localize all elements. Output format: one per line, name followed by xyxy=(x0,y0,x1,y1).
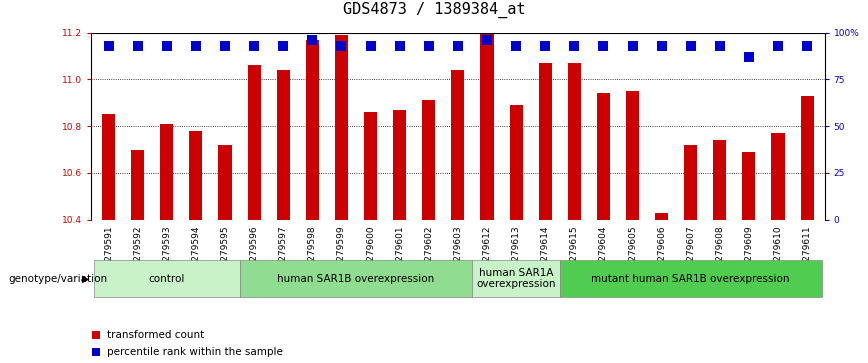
Bar xyxy=(480,33,494,220)
Text: mutant human SAR1B overexpression: mutant human SAR1B overexpression xyxy=(591,274,790,284)
Bar xyxy=(335,35,348,220)
Bar xyxy=(393,110,406,220)
Point xyxy=(771,43,785,49)
Point xyxy=(480,37,494,43)
Point xyxy=(306,37,319,43)
Text: genotype/variation: genotype/variation xyxy=(9,274,108,284)
Point xyxy=(89,332,103,338)
Bar xyxy=(240,260,472,297)
Bar xyxy=(131,150,144,220)
Text: ▶: ▶ xyxy=(82,274,89,284)
Point xyxy=(392,43,406,49)
Bar xyxy=(742,152,755,220)
Bar xyxy=(655,213,668,220)
Bar xyxy=(560,260,822,297)
Bar xyxy=(568,63,581,220)
Bar xyxy=(772,133,785,220)
Bar xyxy=(277,70,290,220)
Point xyxy=(247,43,261,49)
Bar xyxy=(364,112,377,220)
Point xyxy=(160,43,174,49)
Point xyxy=(713,43,727,49)
Bar xyxy=(94,260,240,297)
Point xyxy=(800,43,814,49)
Text: human SAR1A
overexpression: human SAR1A overexpression xyxy=(477,268,556,289)
Point xyxy=(131,43,145,49)
Point xyxy=(89,349,103,355)
Point xyxy=(654,43,668,49)
Bar xyxy=(713,140,727,220)
Text: control: control xyxy=(148,274,185,284)
Point xyxy=(276,43,290,49)
Point xyxy=(422,43,436,49)
Point xyxy=(538,43,552,49)
Text: GDS4873 / 1389384_at: GDS4873 / 1389384_at xyxy=(343,2,525,18)
Point xyxy=(189,43,203,49)
Bar xyxy=(510,105,523,220)
Bar xyxy=(451,70,464,220)
Point xyxy=(626,43,640,49)
Bar xyxy=(626,91,639,220)
Bar xyxy=(684,145,697,220)
Point xyxy=(218,43,232,49)
Point xyxy=(568,43,582,49)
Point xyxy=(596,43,610,49)
Bar xyxy=(472,260,560,297)
Bar xyxy=(597,93,610,220)
Bar xyxy=(247,65,260,220)
Bar xyxy=(539,63,552,220)
Point xyxy=(742,54,756,60)
Point xyxy=(450,43,464,49)
Point xyxy=(102,43,115,49)
Bar xyxy=(219,145,232,220)
Point xyxy=(334,43,348,49)
Text: transformed count: transformed count xyxy=(107,330,204,339)
Bar xyxy=(422,101,436,220)
Bar xyxy=(800,96,813,220)
Bar xyxy=(189,131,202,220)
Point xyxy=(684,43,698,49)
Point xyxy=(364,43,378,49)
Bar xyxy=(306,40,319,220)
Text: percentile rank within the sample: percentile rank within the sample xyxy=(107,347,283,357)
Text: human SAR1B overexpression: human SAR1B overexpression xyxy=(278,274,435,284)
Bar xyxy=(102,114,115,220)
Bar xyxy=(161,124,174,220)
Point xyxy=(510,43,523,49)
